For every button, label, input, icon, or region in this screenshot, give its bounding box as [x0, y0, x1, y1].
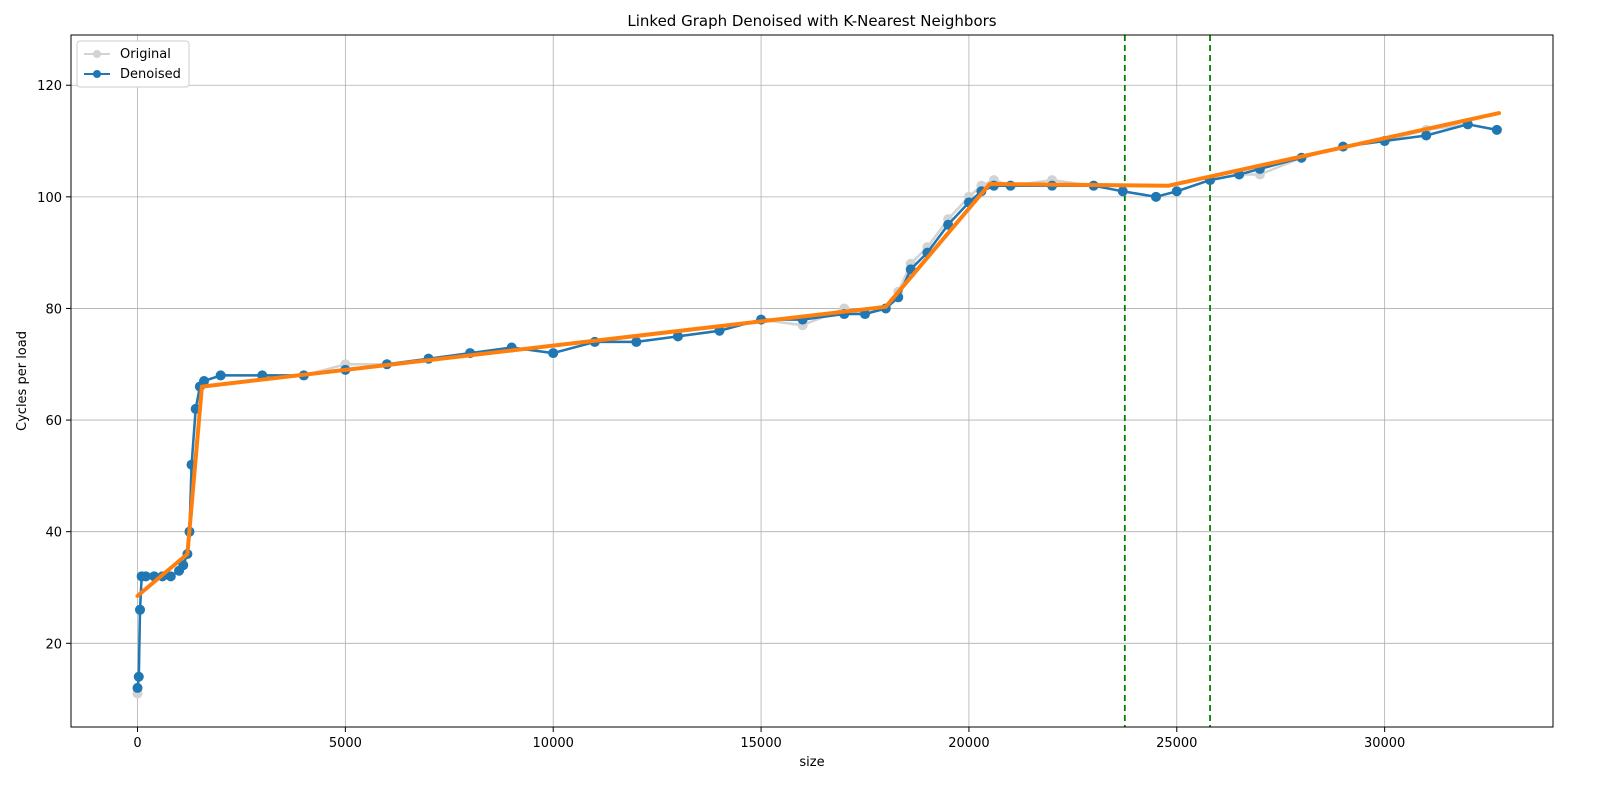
legend: Original Denoised [76, 40, 190, 88]
y-tick-label: 80 [45, 302, 62, 317]
data-point [199, 376, 210, 386]
trend-line [135, 111, 1501, 598]
data-point [1491, 124, 1502, 135]
y-axis-ticks: 20 40 60 80 100 120 [37, 79, 71, 652]
grid-lines [71, 35, 1553, 727]
y-axis-title: Cycles per load [15, 331, 30, 431]
legend-original-label: Original [120, 47, 171, 62]
x-tick-label: 30000 [1364, 736, 1405, 751]
data-point [1171, 186, 1182, 197]
y-tick-label: 100 [37, 191, 62, 206]
data-point [178, 560, 189, 571]
y-tick-label: 60 [45, 414, 62, 429]
data-point [132, 682, 143, 693]
data-point [1117, 186, 1128, 197]
x-tick-label: 0 [133, 736, 141, 751]
data-point [672, 331, 683, 342]
x-tick-label: 25000 [1156, 736, 1197, 751]
legend-box [76, 40, 190, 88]
data-point [133, 671, 144, 682]
data-point [1150, 191, 1161, 202]
x-tick-label: 15000 [740, 736, 781, 751]
y-tick-label: 120 [37, 79, 62, 94]
data-point [140, 571, 151, 582]
breakpoint-lines [1123, 35, 1211, 727]
plot-frame [70, 34, 1554, 728]
x-axis-ticks: 0 5000 10000 15000 20000 25000 30000 [133, 727, 1405, 751]
y-tick-label: 40 [45, 526, 62, 541]
data-point [631, 336, 642, 347]
series-trend [135, 111, 1501, 598]
x-axis-title: size [799, 755, 824, 770]
y-tick-label: 20 [45, 637, 62, 652]
data-point [215, 370, 226, 381]
data-point [135, 604, 146, 615]
plot-background [71, 35, 1553, 727]
data-point [165, 571, 176, 582]
chart-title: Linked Graph Denoised with K-Nearest Nei… [627, 12, 996, 30]
data-point [1421, 130, 1432, 141]
data-point [548, 348, 559, 359]
x-tick-label: 20000 [948, 736, 989, 751]
legend-denoised-marker [93, 70, 101, 78]
x-tick-label: 5000 [329, 736, 362, 751]
x-tick-label: 10000 [533, 736, 574, 751]
data-point [860, 309, 871, 320]
legend-original-marker [93, 50, 101, 58]
legend-denoised-label: Denoised [120, 67, 181, 82]
